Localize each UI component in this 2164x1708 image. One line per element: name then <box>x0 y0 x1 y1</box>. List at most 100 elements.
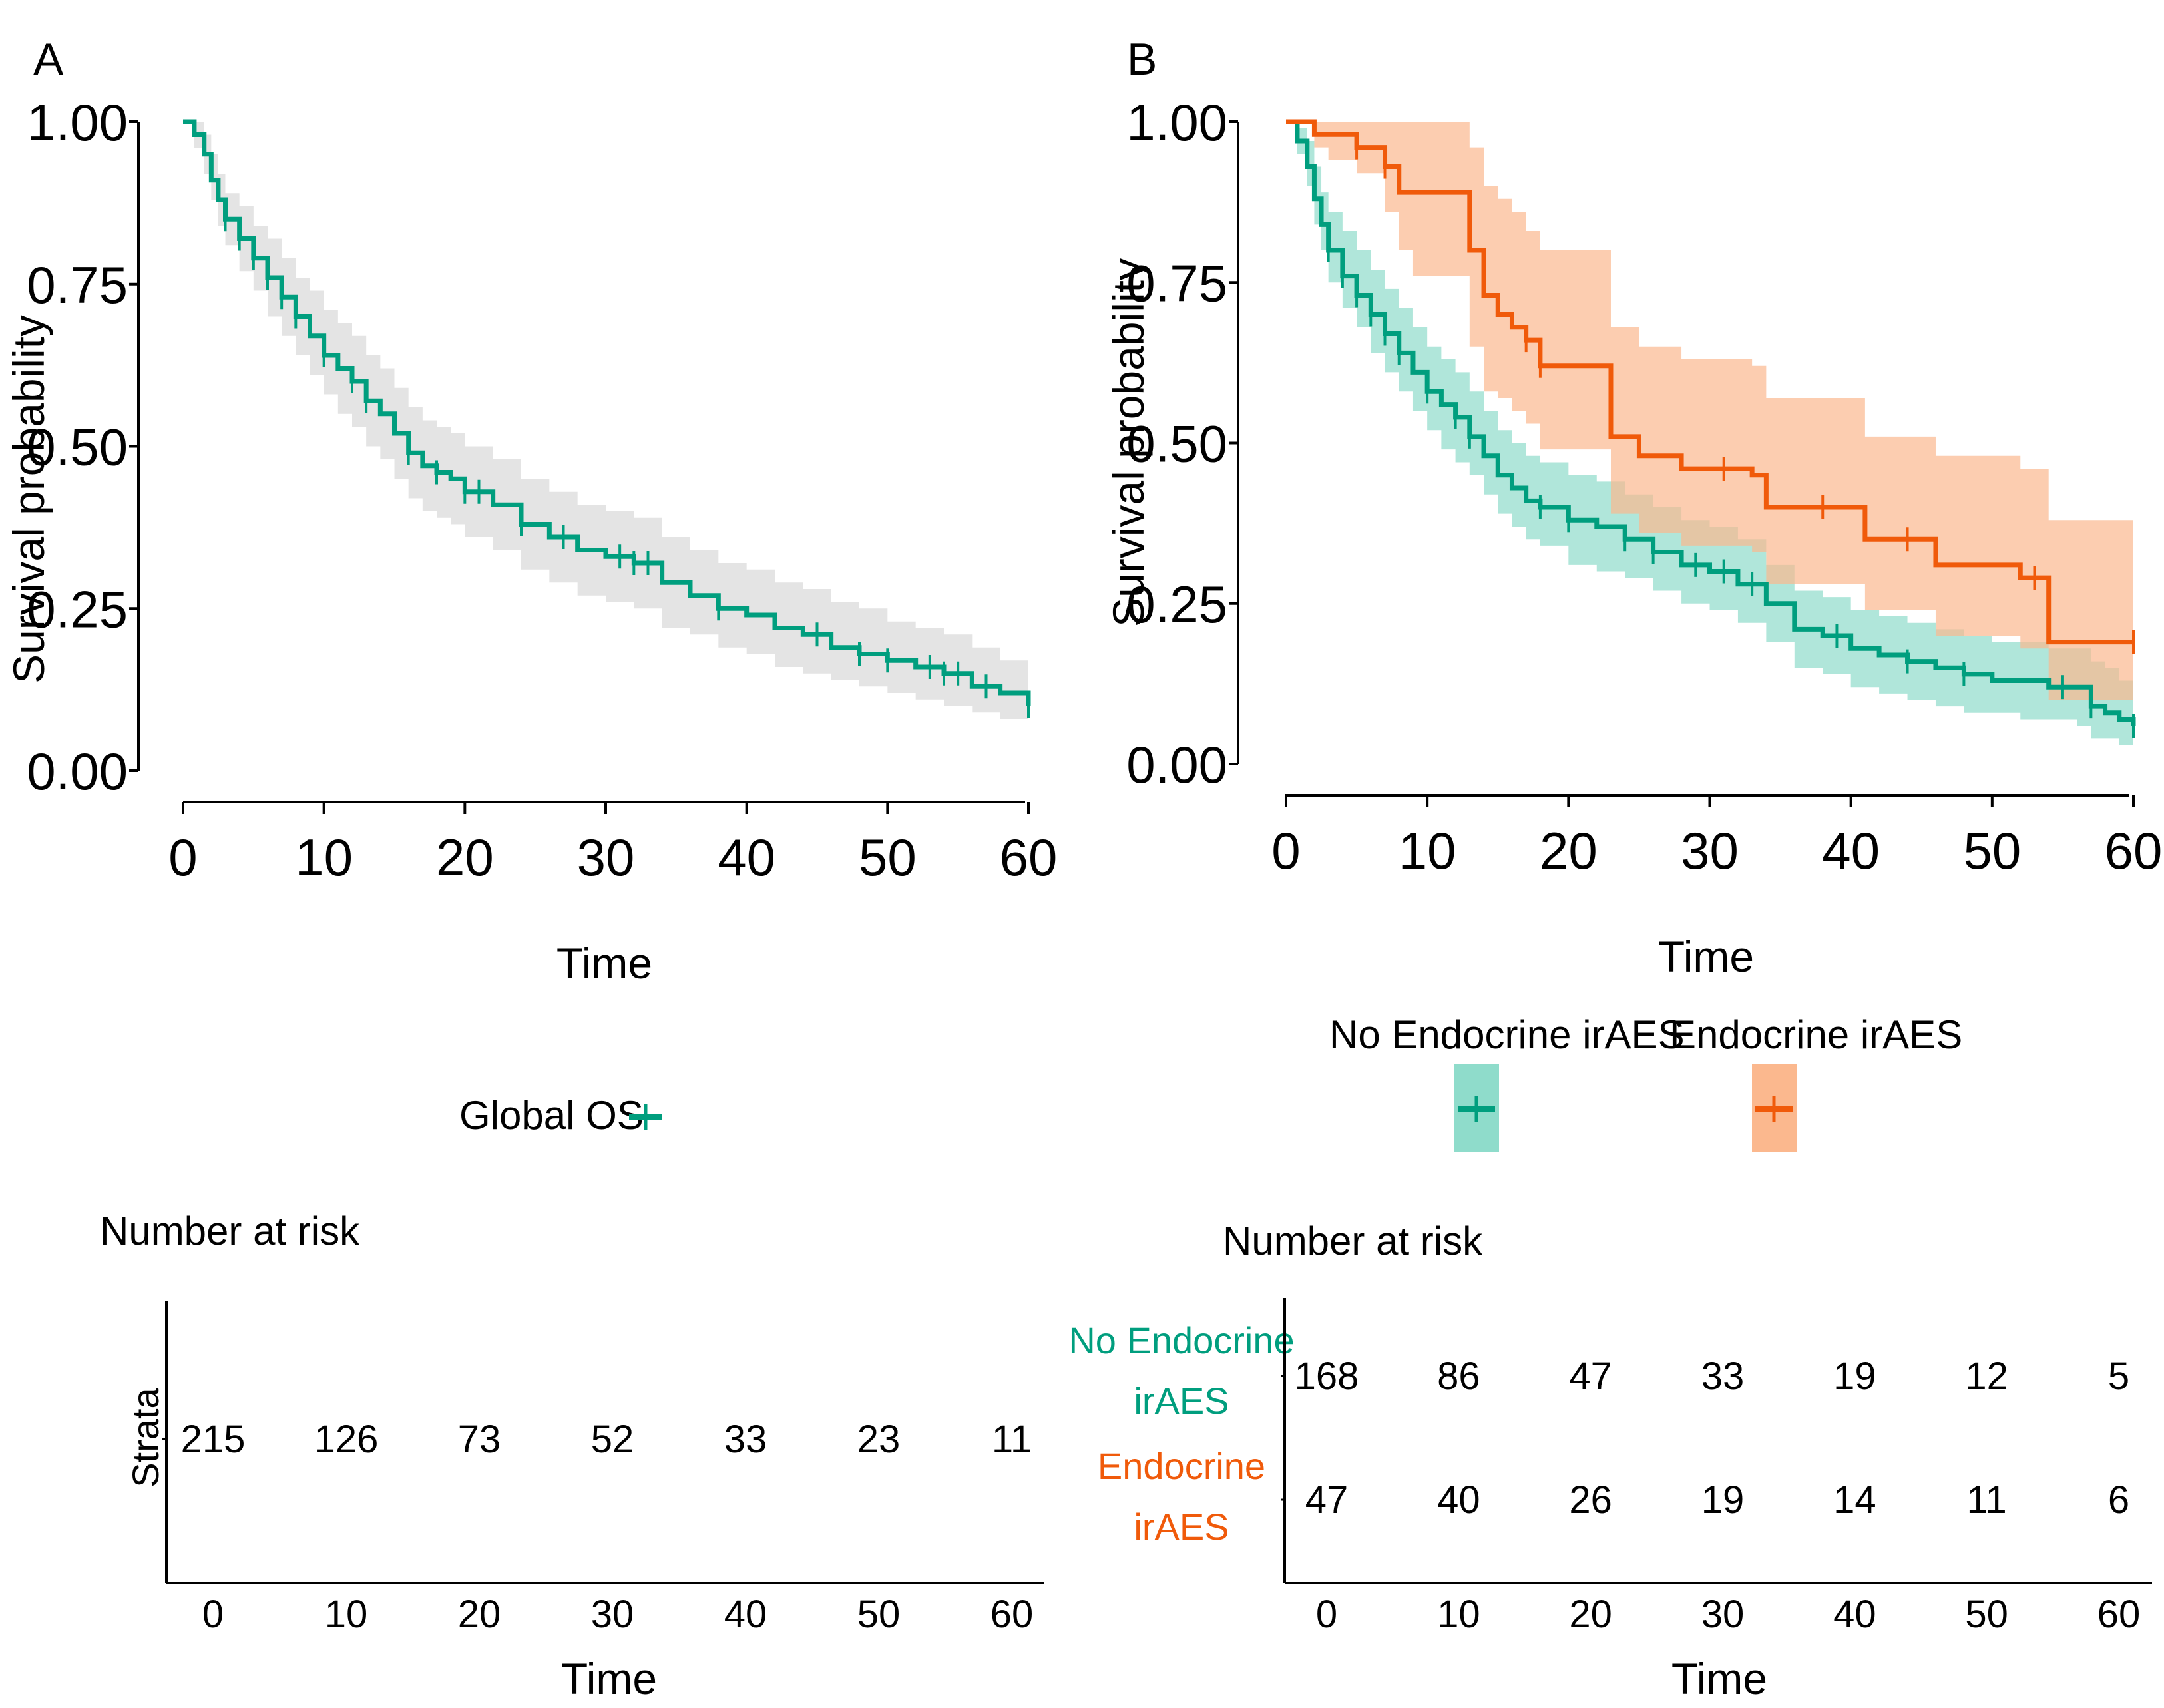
strata-label-no-endocrine-iraes-line-0: No Endocrine <box>1068 1319 1294 1361</box>
panel-b-risk-x-ticks: 0 10 20 30 40 50 60 <box>1316 1593 2140 1636</box>
ci-band-global-os <box>183 122 1028 732</box>
b-y-tick-label-2: 0.50 <box>1126 415 1227 473</box>
survival-curve-global-os <box>183 119 1031 706</box>
b-risk-x-tick-1: 10 <box>1437 1593 1480 1636</box>
legend-label-no-endocrine: No Endocrine irAES <box>1329 1012 1685 1057</box>
a-risk-x-tick-3: 30 <box>591 1593 634 1636</box>
panel-b-survival-curves <box>1286 119 2136 738</box>
panel-a-survival-curves <box>183 119 1031 718</box>
b-risk-x-tick-0: 0 <box>1316 1593 1337 1636</box>
panel-a-risk-x-ticks: 0 10 20 30 40 50 60 <box>202 1593 1033 1636</box>
panel-b-risk-x-title: Time <box>1671 1654 1767 1703</box>
panel-b-x-ticks: 0 10 20 30 40 50 60 <box>1271 795 2162 880</box>
panel-b-confidence-bands <box>1286 122 2133 746</box>
panel-a-x-axis-title: Time <box>556 939 652 988</box>
panel-a-risk-title: Number at risk <box>100 1209 360 1253</box>
panel-a: A 0.00 0.25 0.50 0.75 1.00 Survival probabil… <box>4 34 1057 1703</box>
risk-value-no-endocrine-iraes-t0: 168 <box>1295 1355 1359 1398</box>
panel-b-legend: No Endocrine irAES Endocrine irAES <box>1329 1012 1962 1152</box>
ci-band-endocrine-iraes <box>1286 122 2133 700</box>
risk-value-global-os-t40: 33 <box>724 1418 767 1461</box>
a-x-tick-label-0: 0 <box>168 828 197 887</box>
b-risk-x-tick-5: 50 <box>1965 1593 2008 1636</box>
risk-value-global-os-t20: 73 <box>458 1418 501 1461</box>
risk-value-endocrine-iraes-t0: 47 <box>1305 1478 1349 1522</box>
b-risk-x-tick-6: 60 <box>2097 1593 2141 1636</box>
risk-value-endocrine-iraes-t20: 26 <box>1569 1478 1612 1522</box>
risk-value-no-endocrine-iraes-t50: 12 <box>1965 1355 2008 1398</box>
panel-a-x-ticks: 0 10 20 30 40 50 60 <box>168 802 1057 887</box>
b-y-tick-label-1: 0.25 <box>1126 575 1227 634</box>
panel-a-legend: Global OS <box>459 1093 662 1138</box>
a-y-tick-label-0: 0.00 <box>27 742 128 801</box>
risk-value-global-os-t60: 11 <box>992 1418 1032 1461</box>
a-risk-x-tick-6: 60 <box>990 1593 1034 1636</box>
strata-label-endocrine-iraes-line-1: irAES <box>1134 1506 1229 1548</box>
panel-b-strata-labels: No Endocrine irAES Endocrine irAES <box>1068 1319 1294 1548</box>
panel-b-y-ticks: 0.00 0.25 0.50 0.75 1.00 <box>1126 93 1238 794</box>
risk-value-endocrine-iraes-t40: 14 <box>1833 1478 1876 1522</box>
a-risk-x-tick-5: 50 <box>857 1593 901 1636</box>
risk-value-no-endocrine-iraes-t10: 86 <box>1437 1355 1480 1398</box>
b-y-tick-label-3: 0.75 <box>1126 254 1227 312</box>
risk-value-endocrine-iraes-t50: 11 <box>1967 1478 2007 1522</box>
b-x-tick-label-1: 10 <box>1399 821 1456 880</box>
panel-b-risk-title: Number at risk <box>1223 1219 1483 1263</box>
panel-a-risk-x-title: Time <box>561 1654 657 1703</box>
risk-value-no-endocrine-iraes-t30: 33 <box>1701 1355 1745 1398</box>
legend-label-endocrine: Endocrine irAES <box>1669 1012 1962 1057</box>
a-y-tick-label-1: 0.25 <box>27 580 128 638</box>
a-x-tick-label-4: 40 <box>718 828 775 887</box>
risk-value-no-endocrine-iraes-t40: 19 <box>1833 1355 1876 1398</box>
risk-value-no-endocrine-iraes-t60: 5 <box>2108 1355 2129 1398</box>
panel-b-risk-values: 168 86 47 33 19 12 5 47 40 26 19 14 11 6 <box>1295 1355 2130 1522</box>
a-x-tick-label-3: 30 <box>577 828 635 887</box>
risk-value-no-endocrine-iraes-t20: 47 <box>1569 1355 1612 1398</box>
panel-b-risk-table: Number at risk No Endocrine irAES Endocrin… <box>1068 1219 2152 1703</box>
a-risk-x-tick-4: 40 <box>724 1593 767 1636</box>
b-risk-x-tick-2: 20 <box>1569 1593 1612 1636</box>
b-risk-x-tick-3: 30 <box>1701 1593 1745 1636</box>
risk-value-global-os-t10: 126 <box>314 1418 379 1461</box>
b-y-tick-label-0: 0.00 <box>1126 736 1227 794</box>
risk-value-endocrine-iraes-t30: 19 <box>1701 1478 1745 1522</box>
a-risk-x-tick-1: 10 <box>325 1593 368 1636</box>
panel-a-y-axis-title: Survival probability <box>4 315 53 684</box>
b-x-tick-label-4: 40 <box>1822 821 1880 880</box>
panel-a-strata-title: Strata <box>124 1387 166 1487</box>
b-risk-x-tick-4: 40 <box>1833 1593 1876 1636</box>
a-risk-x-tick-0: 0 <box>202 1593 224 1636</box>
a-y-tick-label-2: 0.50 <box>27 418 128 477</box>
a-x-tick-label-5: 50 <box>859 828 917 887</box>
panel-a-risk-values: 215 126 73 52 33 23 11 <box>181 1418 1032 1461</box>
panel-b-letter: B <box>1127 34 1157 85</box>
legend-label-global-os: Global OS <box>459 1093 644 1138</box>
b-x-tick-label-6: 60 <box>2105 821 2163 880</box>
a-y-tick-label-4: 1.00 <box>27 93 128 152</box>
risk-value-endocrine-iraes-t10: 40 <box>1437 1478 1480 1522</box>
panel-a-letter: A <box>33 34 64 85</box>
risk-value-endocrine-iraes-t60: 6 <box>2108 1478 2129 1522</box>
a-y-tick-label-3: 0.75 <box>27 256 128 314</box>
panel-b-y-axis-title: Survival probability <box>1104 258 1153 627</box>
risk-value-global-os-t50: 23 <box>857 1418 901 1461</box>
strata-label-no-endocrine-iraes-line-1: irAES <box>1134 1380 1229 1422</box>
risk-value-global-os-t30: 52 <box>591 1418 634 1461</box>
panel-b: B 0.00 0.25 0.50 0.75 1.00 Survival probabil… <box>1068 34 2162 1703</box>
panel-a-confidence-bands <box>183 122 1028 732</box>
strata-label-endocrine-iraes-line-0: Endocrine <box>1098 1445 1265 1487</box>
a-x-tick-label-1: 10 <box>295 828 353 887</box>
panel-a-risk-table: Number at risk Strata 215 126 73 52 33 23 11 0… <box>100 1209 1044 1703</box>
a-x-tick-label-6: 60 <box>1000 828 1058 887</box>
b-y-tick-label-4: 1.00 <box>1126 93 1227 152</box>
b-x-tick-label-5: 50 <box>1963 821 2021 880</box>
a-risk-x-tick-2: 20 <box>458 1593 501 1636</box>
b-x-tick-label-2: 20 <box>1540 821 1598 880</box>
risk-value-global-os-t0: 215 <box>181 1418 246 1461</box>
panel-a-y-ticks: 0.00 0.25 0.50 0.75 1.00 <box>27 93 138 801</box>
panel-b-x-axis-title: Time <box>1658 932 1754 981</box>
a-x-tick-label-2: 20 <box>436 828 494 887</box>
b-x-tick-label-3: 30 <box>1681 821 1739 880</box>
b-x-tick-label-0: 0 <box>1271 821 1300 880</box>
